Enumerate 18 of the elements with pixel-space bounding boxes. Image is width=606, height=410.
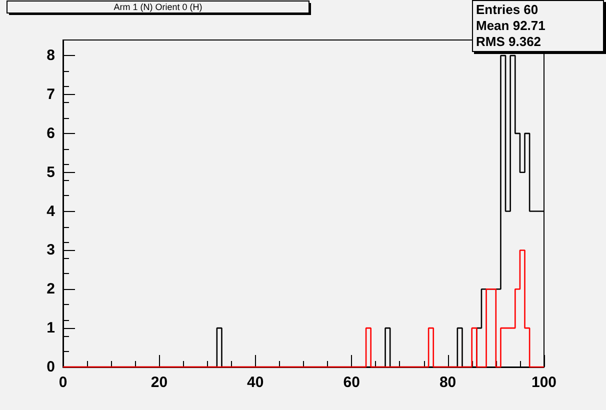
y-tick-label: 4 — [46, 202, 56, 220]
y-tick-label: 6 — [46, 124, 55, 142]
y-tick-label: 5 — [46, 164, 55, 181]
x-tick-label: 0 — [58, 374, 68, 391]
chart-title: Arm 1 (N) Orient 0 (H) — [114, 2, 202, 12]
y-tick-label: 8 — [46, 47, 55, 64]
x-tick-label: 100 — [531, 374, 557, 391]
y-tick-label: 1 — [46, 320, 55, 337]
y-tick-label: 7 — [46, 86, 55, 103]
x-tick-label: 20 — [150, 374, 168, 391]
x-tick-label: 40 — [247, 374, 264, 391]
x-tick-label: 60 — [343, 374, 360, 391]
y-tick-label: 3 — [46, 242, 55, 259]
x-tick-label: 80 — [439, 374, 456, 391]
y-tick-label: 0 — [46, 358, 55, 376]
annotation: RMS 9.362 — [476, 34, 542, 50]
y-tick-label: 2 — [46, 280, 55, 298]
stats-box: Entries 60 Mean 92.71 RMS 9.362 — [472, 0, 604, 52]
